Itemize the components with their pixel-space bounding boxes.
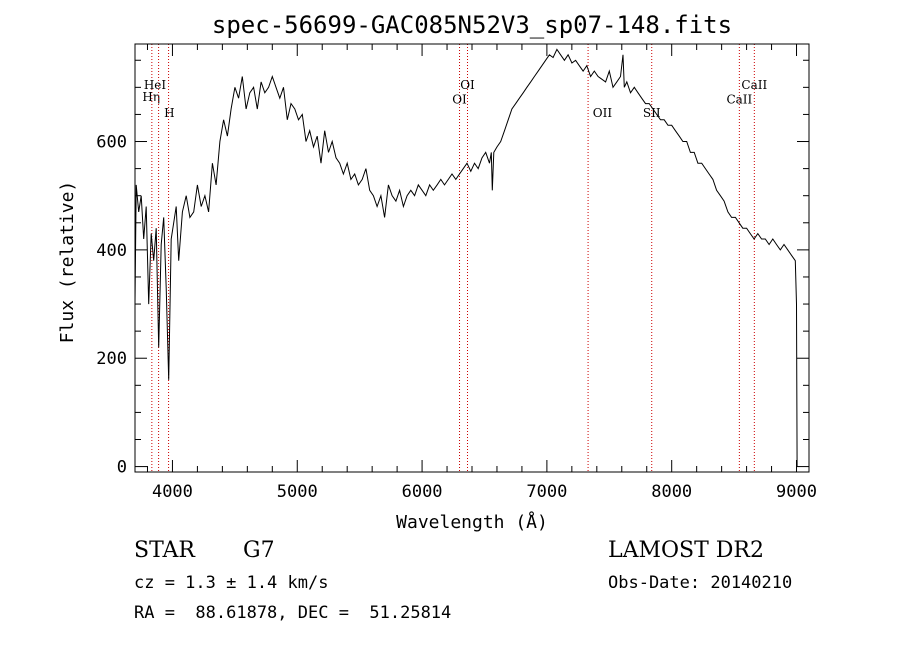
observation-date: Obs-Date: 20140210 (608, 573, 793, 593)
spectrum-line (134, 48, 798, 467)
y-axis-label: Flux (relative) (57, 181, 78, 344)
y-tick-label: 200 (96, 349, 127, 369)
line-marker-label: HeI (144, 78, 167, 92)
line-marker-label: SII (643, 106, 661, 120)
y-axis: 0 200 400 600 (96, 59, 809, 478)
object-class: STAR (134, 538, 195, 563)
survey-name: LAMOST DR2 (608, 538, 764, 563)
x-tick-label: 6000 (402, 482, 443, 502)
y-tick-label: 400 (96, 241, 127, 261)
x-tick-label: 8000 (651, 482, 692, 502)
line-marker-label: OI (452, 93, 467, 107)
line-marker-label: Hη (142, 90, 160, 104)
x-tick-label: 5000 (277, 482, 318, 502)
x-axis-label: Wavelength (Å) (396, 511, 548, 533)
x-tick-label: 9000 (776, 482, 817, 502)
x-tick-label: 7000 (526, 482, 567, 502)
plot-frame (134, 43, 810, 473)
line-marker-label: OI (460, 78, 475, 92)
chart-title: spec-56699-GAC085N52V3_sp07-148.fits (212, 11, 732, 39)
line-marker-label: OII (593, 106, 613, 120)
line-marker-label: CaII (726, 93, 752, 107)
coordinates: RA = 88.61878, DEC = 51.25814 (134, 603, 452, 623)
x-axis: 4000 5000 6000 7000 8000 9000 (146, 44, 817, 502)
subclass: G7 (243, 538, 275, 563)
line-marker-label: H (164, 106, 174, 120)
y-tick-label: 0 (117, 458, 127, 478)
redshift-cz: cz = 1.3 ± 1.4 km/s (134, 573, 329, 593)
y-tick-label: 600 (96, 133, 127, 153)
line-marker-label: CaII (741, 78, 767, 92)
x-tick-label: 4000 (152, 482, 193, 502)
